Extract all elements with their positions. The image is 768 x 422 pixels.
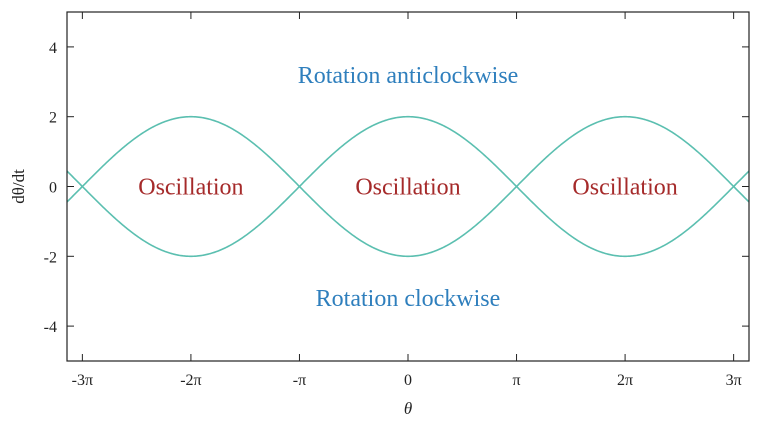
x-tick-label: -3π bbox=[72, 372, 93, 389]
annotation-3: Oscillation bbox=[355, 175, 460, 201]
annotation-5: Rotation clockwise bbox=[316, 286, 501, 312]
ticks-layer: -3π -2π -π 0 π 2π 3π -4 -2 0 2 4 bbox=[44, 12, 749, 389]
x-tick-label: 2π bbox=[617, 372, 633, 389]
annotation-1: Rotation anticlockwise bbox=[298, 63, 519, 89]
x-tick-label: 3π bbox=[726, 372, 742, 389]
x-axis-label: θ bbox=[404, 399, 412, 418]
y-tick-label: 2 bbox=[49, 110, 57, 127]
x-tick-label: -π bbox=[293, 372, 306, 389]
y-tick-label: 0 bbox=[49, 180, 57, 197]
series-curve-1 bbox=[66, 115, 750, 258]
series-curve-2 bbox=[66, 115, 750, 258]
annotations-layer: Rotation anticlockwise Oscillation Oscilla… bbox=[138, 63, 678, 312]
y-tick-label: -2 bbox=[44, 249, 57, 266]
y-axis-label: dθ/dt bbox=[9, 169, 28, 204]
annotation-4: Oscillation bbox=[572, 175, 677, 201]
x-tick-label: π bbox=[513, 372, 521, 389]
y-tick-label: 4 bbox=[49, 40, 57, 57]
annotation-2: Oscillation bbox=[138, 175, 243, 201]
y-tick-label: -4 bbox=[44, 319, 57, 336]
x-tick-label: -2π bbox=[180, 372, 201, 389]
curves-layer bbox=[66, 115, 750, 258]
x-tick-label: 0 bbox=[404, 372, 412, 389]
